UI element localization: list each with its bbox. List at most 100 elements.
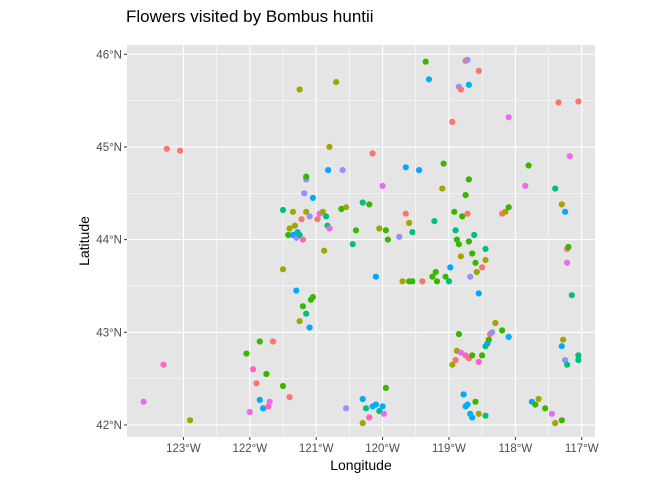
data-point bbox=[457, 349, 464, 356]
data-point bbox=[298, 216, 305, 223]
data-point bbox=[263, 370, 270, 378]
data-point bbox=[462, 192, 469, 199]
data-point bbox=[525, 162, 532, 169]
data-point bbox=[502, 208, 509, 215]
data-point bbox=[482, 412, 489, 419]
data-point bbox=[457, 253, 464, 260]
data-point bbox=[562, 208, 569, 215]
data-point bbox=[482, 245, 489, 252]
x-tick-label: 122°W bbox=[232, 443, 267, 455]
x-tick-label: 117°W bbox=[565, 443, 599, 455]
data-point bbox=[552, 185, 559, 192]
data-point bbox=[366, 201, 373, 208]
data-point bbox=[382, 384, 389, 391]
x-tick-label: 119°W bbox=[432, 443, 466, 455]
y-axis-ticks: 42°N 43°N 44°N 45°N 46°N bbox=[96, 49, 127, 432]
data-point bbox=[366, 414, 373, 421]
data-point bbox=[376, 225, 383, 232]
data-point bbox=[465, 176, 472, 183]
data-point bbox=[452, 227, 459, 234]
data-point bbox=[333, 79, 340, 86]
y-tick-label: 44°N bbox=[96, 235, 122, 247]
data-point bbox=[505, 114, 512, 121]
data-point bbox=[485, 336, 492, 343]
data-point bbox=[266, 398, 273, 405]
data-point bbox=[269, 338, 277, 345]
data-point bbox=[505, 204, 512, 211]
data-point bbox=[472, 398, 479, 405]
data-point bbox=[376, 408, 383, 415]
data-point bbox=[382, 227, 389, 234]
data-point bbox=[359, 420, 366, 427]
data-point bbox=[289, 208, 297, 215]
data-point bbox=[296, 86, 303, 93]
data-point bbox=[306, 324, 313, 331]
data-point bbox=[465, 81, 472, 88]
data-point bbox=[552, 420, 559, 427]
data-point bbox=[431, 218, 438, 225]
data-point bbox=[460, 391, 467, 398]
data-point bbox=[568, 292, 575, 299]
data-point bbox=[279, 266, 287, 273]
data-point bbox=[177, 147, 184, 154]
data-point bbox=[439, 185, 446, 192]
data-point bbox=[160, 361, 167, 368]
x-tick-label: 121°W bbox=[299, 443, 334, 455]
data-point bbox=[505, 333, 512, 340]
data-point bbox=[558, 201, 565, 208]
data-point bbox=[416, 167, 423, 174]
data-point bbox=[372, 401, 379, 408]
data-point bbox=[575, 352, 582, 359]
data-point bbox=[380, 410, 387, 417]
data-point bbox=[465, 238, 472, 245]
data-point bbox=[432, 268, 439, 276]
data-point bbox=[343, 405, 350, 412]
data-point bbox=[464, 56, 471, 63]
data-point bbox=[472, 259, 479, 266]
data-point bbox=[492, 319, 499, 327]
data-point bbox=[246, 408, 253, 416]
data-point bbox=[455, 331, 462, 338]
data-point bbox=[326, 225, 333, 232]
data-point bbox=[475, 410, 482, 417]
data-point bbox=[447, 264, 454, 271]
data-point bbox=[306, 213, 313, 220]
data-point bbox=[253, 380, 260, 387]
data-point bbox=[482, 256, 489, 264]
data-point bbox=[475, 67, 482, 74]
data-point bbox=[359, 395, 366, 403]
data-point bbox=[469, 352, 476, 359]
data-point bbox=[445, 278, 453, 285]
data-point bbox=[469, 250, 476, 257]
data-point bbox=[406, 219, 413, 226]
data-point bbox=[566, 153, 573, 160]
data-point bbox=[362, 405, 370, 412]
data-point bbox=[575, 98, 582, 105]
data-point bbox=[479, 264, 486, 271]
data-point bbox=[479, 352, 486, 359]
data-point bbox=[499, 327, 506, 334]
data-point bbox=[291, 222, 298, 229]
data-point bbox=[323, 213, 330, 220]
data-point bbox=[303, 173, 310, 180]
y-axis-title: Latitude bbox=[76, 216, 92, 266]
data-point bbox=[343, 204, 350, 211]
data-point bbox=[339, 167, 346, 174]
data-point bbox=[299, 303, 306, 310]
data-point bbox=[140, 398, 147, 405]
data-point bbox=[321, 247, 328, 254]
data-point bbox=[475, 290, 482, 297]
data-point bbox=[286, 394, 293, 401]
data-point bbox=[359, 199, 366, 206]
data-point bbox=[402, 164, 409, 171]
y-tick-label: 43°N bbox=[96, 327, 122, 339]
data-point bbox=[250, 366, 257, 373]
data-point bbox=[471, 231, 478, 239]
data-point bbox=[187, 417, 194, 424]
data-point bbox=[464, 210, 471, 217]
x-axis-ticks: 123°W 122°W 121°W 120°W 119°W 118°W 117°W bbox=[166, 437, 599, 455]
data-point bbox=[279, 382, 287, 390]
data-point bbox=[299, 236, 306, 243]
data-point bbox=[296, 231, 303, 239]
